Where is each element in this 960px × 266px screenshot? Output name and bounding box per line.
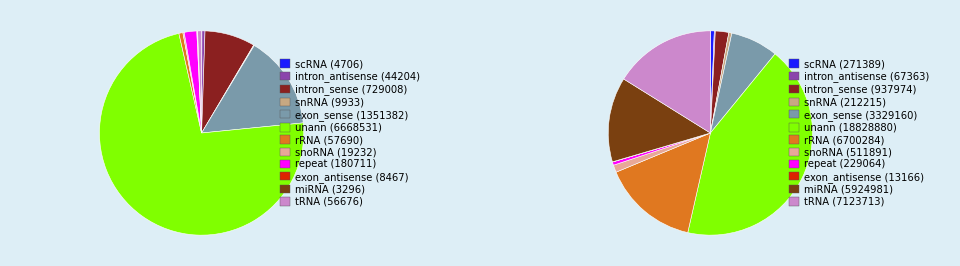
Wedge shape	[184, 31, 202, 133]
Wedge shape	[202, 31, 253, 133]
Legend: scRNA (271389), intron_antisense (67363), intron_sense (937974), snRNA (212215),: scRNA (271389), intron_antisense (67363)…	[787, 57, 931, 209]
Wedge shape	[616, 133, 710, 232]
Wedge shape	[100, 34, 303, 235]
Wedge shape	[182, 32, 202, 133]
Wedge shape	[613, 133, 710, 172]
Wedge shape	[197, 31, 202, 133]
Wedge shape	[710, 31, 729, 133]
Wedge shape	[710, 33, 775, 133]
Wedge shape	[624, 31, 710, 133]
Wedge shape	[612, 133, 710, 165]
Wedge shape	[202, 45, 254, 133]
Wedge shape	[612, 133, 710, 162]
Wedge shape	[198, 31, 202, 133]
Wedge shape	[710, 31, 714, 133]
Legend: scRNA (4706), intron_antisense (44204), intron_sense (729008), snRNA (9933), exo: scRNA (4706), intron_antisense (44204), …	[278, 57, 422, 209]
Wedge shape	[710, 31, 715, 133]
Wedge shape	[609, 79, 710, 162]
Wedge shape	[202, 31, 205, 133]
Wedge shape	[202, 45, 303, 133]
Wedge shape	[198, 31, 202, 133]
Wedge shape	[710, 32, 732, 133]
Wedge shape	[179, 33, 202, 133]
Wedge shape	[687, 54, 812, 235]
